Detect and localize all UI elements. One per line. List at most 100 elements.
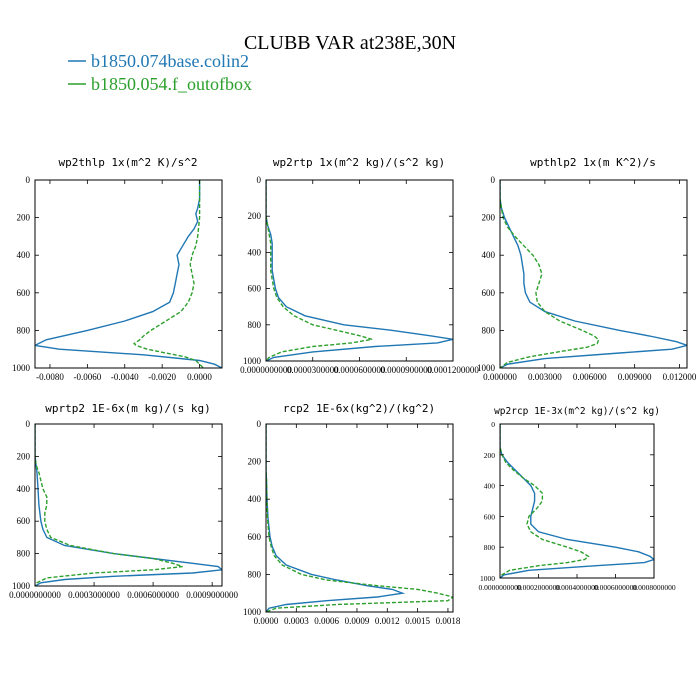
y-tick-label-rcp2: 200 — [248, 457, 262, 467]
legend-label-base: b1850.074base.colin2 — [91, 51, 249, 71]
y-tick-label-wp2rtp: 600 — [248, 284, 262, 294]
x-tick-label-wp2thlp: 0.0000 — [187, 372, 212, 382]
y-tick-label-rcp2: 800 — [248, 569, 262, 579]
x-tick-label-wprtp2: 0.0009000000 — [186, 590, 238, 600]
x-tick-label-wp2thlp: -0.0040 — [111, 372, 139, 382]
series-line-wpthlp2-outofbox — [500, 180, 600, 368]
plot-frame-rcp2 — [265, 423, 454, 613]
y-tick-label-wprtp2: 200 — [17, 451, 31, 461]
y-tick-label-rcp2: 400 — [248, 494, 262, 504]
y-tick-label-wp2rtp: 200 — [248, 211, 262, 221]
series-line-wp2thlp-outofbox — [132, 180, 204, 368]
y-tick-label-wp2thlp: 0 — [26, 175, 31, 185]
y-tick-label-wpthlp2: 400 — [482, 250, 496, 260]
plot-frame-wp2rcp — [499, 423, 655, 579]
x-tick-label-wp2rcp: 0.0004000000 — [555, 583, 598, 592]
plot-frame-wp2rtp — [265, 179, 454, 362]
y-tick-label-wprtp2: 800 — [17, 549, 31, 559]
y-tick-label-wprtp2: 600 — [17, 516, 31, 526]
y-tick-label-wp2rtp: 400 — [248, 247, 262, 257]
series-line-wprtp2-base — [35, 424, 222, 586]
x-tick-label-wprtp2: 0.0006000000 — [127, 590, 179, 600]
x-tick-label-wprtp2: 0.0003000000 — [68, 590, 120, 600]
x-tick-label-rcp2: 0.0015 — [405, 616, 430, 626]
series-line-wpthlp2-base — [500, 180, 687, 368]
x-tick-label-wpthlp2: 0.009000 — [618, 372, 652, 382]
panel-title-wprtp2: wprtp2 1E-6x(m kg)/(s kg) — [45, 402, 211, 415]
panel-title-wpthlp2: wpthlp2 1x(m K^2)/s — [530, 156, 656, 169]
plot-frame-wpthlp2 — [499, 179, 688, 369]
x-tick-label-wpthlp2: 0.012000 — [663, 372, 697, 382]
y-tick-label-wp2rcp: 1000 — [480, 574, 495, 583]
y-tick-label-wp2thlp: 600 — [17, 288, 31, 298]
y-tick-label-wp2thlp: 1000 — [12, 363, 31, 373]
y-tick-label-wprtp2: 0 — [26, 419, 31, 429]
plot-frame-wprtp2 — [34, 423, 223, 587]
y-tick-label-wprtp2: 400 — [17, 484, 31, 494]
x-tick-label-wpthlp2: 0.006000 — [573, 372, 607, 382]
x-tick-label-wp2thlp: -0.0060 — [73, 372, 101, 382]
x-tick-label-wp2rtp: 0.0001200000 — [427, 365, 479, 375]
x-tick-label-wpthlp2: 0.003000 — [528, 372, 562, 382]
legend-label-outofbox: b1850.054.f_outofbox — [91, 74, 252, 94]
y-tick-label-wpthlp2: 800 — [482, 325, 496, 335]
x-tick-label-wp2rtp: 0.0000300000 — [287, 365, 339, 375]
series-line-wp2rcp-outofbox — [500, 424, 590, 578]
y-tick-label-wp2rcp: 600 — [484, 512, 496, 521]
plot-frame-wp2thlp — [34, 179, 223, 369]
series-line-wp2rcp-base — [500, 424, 654, 578]
panel-title-wp2thlp: wp2thlp 1x(m^2 K)/s^2 — [58, 156, 197, 169]
panel-wp2rcp: wp2rcp 1E-3x(m^2 kg)/(s^2 kg) 0 200 400 600 8… — [478, 406, 675, 592]
y-tick-label-wpthlp2: 1000 — [477, 363, 496, 373]
x-tick-label-rcp2: 0.0012 — [375, 616, 400, 626]
y-tick-label-wp2rtp: 800 — [248, 320, 262, 330]
series-line-wprtp2-outofbox — [35, 424, 183, 586]
series-line-wp2rtp-outofbox — [266, 180, 373, 361]
panel-rcp2: rcp2 1E-6x(kg^2)/(kg^2) 0 200 400 600 800 1000… — [243, 402, 461, 626]
y-tick-label-wp2rtp: 0 — [257, 175, 262, 185]
y-tick-label-wpthlp2: 200 — [482, 213, 496, 223]
x-tick-label-wp2thlp: -0.0080 — [36, 372, 64, 382]
x-tick-label-wprtp2: 0.0000000000 — [9, 590, 61, 600]
y-tick-label-rcp2: 600 — [248, 532, 262, 542]
x-tick-label-rcp2: 0.0003 — [284, 616, 309, 626]
panel-title-rcp2: rcp2 1E-6x(kg^2)/(kg^2) — [283, 402, 435, 415]
y-tick-label-wp2rcp: 800 — [484, 543, 496, 552]
panel-wp2rtp: wp2rtp 1x(m^2 kg)/(s^2 kg) 0 200 400 600 800 1… — [240, 156, 479, 375]
y-tick-label-wp2thlp: 400 — [17, 250, 31, 260]
x-tick-label-wp2rcp: 0.0008000000 — [632, 583, 675, 592]
x-tick-label-rcp2: 0.0000 — [254, 616, 279, 626]
panel-title-wp2rtp: wp2rtp 1x(m^2 kg)/(s^2 kg) — [273, 156, 445, 169]
series-line-rcp2-base — [266, 424, 406, 612]
x-tick-label-rcp2: 0.0006 — [314, 616, 339, 626]
y-tick-label-wpthlp2: 600 — [482, 288, 496, 298]
x-tick-label-rcp2: 0.0009 — [345, 616, 370, 626]
x-tick-label-wp2rtp: 0.0000900000 — [380, 365, 432, 375]
y-tick-label-wp2thlp: 200 — [17, 213, 31, 223]
y-tick-label-wp2rtp: 1000 — [243, 356, 262, 366]
y-tick-label-wp2rcp: 200 — [484, 451, 496, 460]
x-tick-label-wpthlp2: 0.000000 — [483, 372, 517, 382]
y-tick-label-wp2rcp: 400 — [484, 482, 496, 491]
y-tick-label-wp2thlp: 800 — [17, 325, 31, 335]
panel-wpthlp2: wpthlp2 1x(m K^2)/s020040060080010000.00… — [477, 156, 697, 382]
y-tick-label-wpthlp2: 0 — [491, 175, 496, 185]
y-tick-label-rcp2: 0 — [257, 419, 262, 429]
x-tick-label-wp2rcp: 0.0002000000 — [517, 583, 560, 592]
x-tick-label-rcp2: 0.0018 — [436, 616, 461, 626]
x-tick-label-wp2rtp: 0.0000000000 — [240, 365, 292, 375]
x-tick-label-wp2rtp: 0.0000600000 — [334, 365, 386, 375]
series-line-wp2thlp-base — [35, 180, 222, 368]
legend: b1850.074base.colin2 b1850.054.f_outofbo… — [68, 51, 252, 94]
x-tick-label-wp2thlp: -0.0020 — [148, 372, 176, 382]
figure-title: CLUBB VAR at238E,30N — [244, 32, 456, 54]
x-tick-label-wp2rcp: 0.0000000000 — [478, 583, 521, 592]
y-tick-label-wp2rcp: 0 — [491, 420, 495, 429]
panel-wp2thlp: wp2thlp 1x(m^2 K)/s^2 0 200 400 600 800 1000 -0… — [12, 156, 223, 382]
series-line-wp2rtp-base — [266, 180, 453, 361]
x-tick-label-wp2rcp: 0.0006000000 — [594, 583, 637, 592]
panel-title-wp2rcp: wp2rcp 1E-3x(m^2 kg)/(s^2 kg) — [494, 406, 660, 417]
y-tick-label-rcp2: 1000 — [243, 607, 262, 617]
series-line-rcp2-outofbox — [266, 424, 453, 612]
